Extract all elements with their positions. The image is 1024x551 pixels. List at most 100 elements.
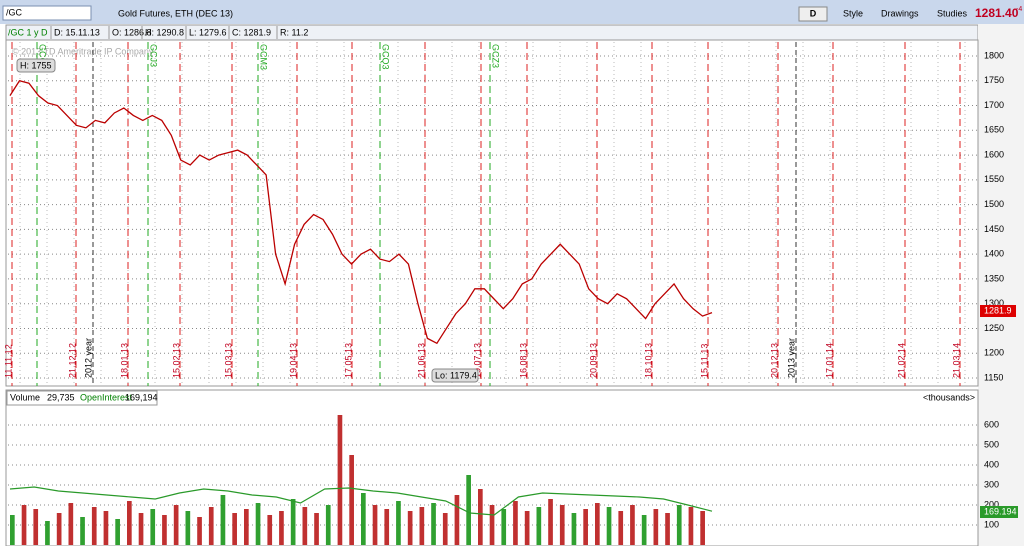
info-field: O: 1286.8 [112,27,152,37]
volume-bar [536,507,542,545]
volume-bar [618,511,624,545]
aggregation-button[interactable] [798,6,828,22]
contract-label: GCG3 [38,44,48,70]
info-field: D: 15.11.13 [54,27,100,37]
year-label: 2013 year [786,338,796,378]
volume-value: 29,735 [47,392,75,402]
volume-bar [173,505,179,545]
volume-bar [641,515,647,545]
volume-bar [302,507,308,545]
volume-bar [197,517,202,545]
date-label: 21.12.12 [67,343,77,378]
y-tick-label: 1800 [984,50,1004,60]
info-field: H: 1290.8 [145,27,184,37]
description: Gold Futures, ETH (DEC 13) [118,8,233,18]
y-tick-label: 1150 [984,372,1003,382]
volume-bar [21,505,27,545]
chart-area [0,24,1024,546]
y-tick-label: 1600 [984,149,1004,159]
y-tick-label: 1400 [984,249,1004,259]
date-label: 21.06.13 [416,343,426,378]
info-field: C: 1281.9 [232,27,271,37]
volume-bar [138,513,144,545]
volume-bar [559,505,565,545]
low-tag: Lo: 1179.4 [435,370,477,380]
last-price-tag: 1281.9 [984,305,1012,315]
volume-bar [232,513,237,545]
high-tag: H: 1755 [20,60,52,70]
volume-bar [244,509,249,545]
volume-bar [396,501,401,545]
aggregation-button-label[interactable]: D [810,8,817,18]
volume-bar [653,509,659,545]
volume-bar [372,505,378,545]
date-label: 18.01.13 [119,343,129,378]
date-label: 17.05.13 [343,343,353,378]
date-label: 20.12.13 [769,343,779,378]
y-tick-label: 1300 [984,298,1004,308]
volume-bar [419,507,425,545]
y-tick-label: 1250 [984,323,1004,333]
toolbar [0,0,1024,24]
volume-bar [524,511,530,545]
y-tick-label: 500 [984,439,999,449]
low-tag-box [431,368,479,383]
volume-bar [478,489,483,545]
volume-bar [466,475,471,545]
volume-bar [279,511,284,545]
volume-bar [115,519,120,545]
studies-button[interactable]: Studies [937,8,968,18]
y-tick-label: 200 [984,499,999,509]
price-axis [978,24,1024,546]
volume-bar [407,511,413,545]
y-tick-label: 1700 [984,100,1004,110]
symbol-box[interactable] [2,5,92,21]
oi-value: 169,194 [125,392,158,402]
volume-bar [583,509,588,545]
volume-bar [454,495,460,545]
high-tag-box [16,58,56,73]
units: <thousands> [923,392,975,402]
volume-bar [56,513,62,545]
info-field: L: 1279.6 [189,27,227,37]
style-button[interactable]: Style [843,8,863,18]
date-label: 21.02.14 [896,343,906,378]
y-tick-label: 100 [984,519,999,529]
y-tick-label: 400 [984,459,999,469]
oi-tag: 169.194 [984,506,1017,516]
volume-bar [548,499,553,545]
volume-bar [665,513,670,545]
volume-bar [103,511,109,545]
volume-header [6,390,158,406]
date-label: 15.03.13 [223,343,233,378]
contract-label: GCM3 [259,44,269,70]
date-label: 17.01.14 [824,343,834,378]
volume-bar [127,501,132,545]
date-label: 20.09.13 [588,343,598,378]
oi-tag-box [980,506,1018,518]
contract-label: GCJ3 [149,44,159,67]
drawings-button[interactable]: Drawings [881,8,919,18]
y-tick-label: 600 [984,419,999,429]
date-label: 11.11.12 [3,344,13,378]
volume-bar [337,415,343,545]
volume-bar [91,507,97,545]
volume-bar [10,515,15,545]
volume-bar [150,509,156,545]
date-label: 18.10.13 [643,343,653,378]
y-tick-label: 1350 [984,273,1004,283]
copyright: © 2013 TD Ameritrade IP Company [12,46,154,56]
y-tick-label: 1200 [984,348,1004,358]
y-tick-label: 300 [984,479,999,489]
volume-bar [208,507,214,545]
price-line [9,80,713,345]
volume-bar [571,513,577,545]
volume-bar [220,495,226,545]
symbol[interactable]: /GC [6,7,23,17]
volume-bar [45,521,50,545]
date-label: 15.02.13 [171,343,181,378]
info-field: /GC 1 y D [8,27,48,37]
volume-bar [501,509,507,545]
open-interest-line [9,486,713,516]
y-tick-label: 1450 [984,224,1004,234]
